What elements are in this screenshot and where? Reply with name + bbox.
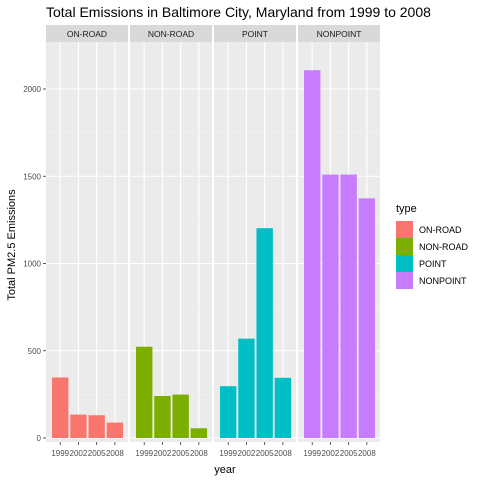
y-tick-label: 1000: [23, 260, 41, 269]
bar-point-2002: [238, 338, 255, 438]
facet-strip-label: POINT: [242, 29, 268, 39]
x-tick-label: 2002: [322, 449, 340, 458]
facet-panel-point: POINT 1999 2002 2005 2008: [214, 25, 296, 458]
legend: type ON-ROAD NON-ROAD POINT NONPOINT: [396, 203, 468, 289]
facet-strip: [298, 25, 380, 42]
bar-non-road-2002: [154, 395, 171, 438]
bar-non-road-2005: [172, 394, 189, 438]
legend-label: NON-ROAD: [419, 242, 468, 252]
facet-strip: [130, 25, 212, 42]
y-tick-label: 2000: [23, 85, 41, 94]
bar-on-road-2005: [88, 415, 105, 438]
y-axis-title: Total PM2.5 Emissions: [6, 189, 18, 301]
legend-swatch-point: [396, 255, 413, 272]
x-tick-label: 2008: [358, 449, 376, 458]
bar-nonpoint-2002: [322, 174, 339, 438]
chart-title: Total Emissions in Baltimore City, Maryl…: [46, 4, 431, 20]
legend-title: type: [396, 203, 417, 215]
bar-nonpoint-2008: [358, 198, 376, 438]
facet-strip-label: NONPOINT: [317, 29, 362, 39]
facet-strip: [214, 25, 296, 42]
y-axis: 0 500 1000 1500 2000: [23, 85, 46, 443]
x-tick-label: 1999: [51, 449, 69, 458]
bar-non-road-1999: [136, 346, 153, 438]
y-tick-label: 1500: [23, 172, 41, 181]
bar-nonpoint-1999: [304, 70, 321, 438]
x-axis-title: year: [214, 464, 236, 476]
x-tick-label: 2005: [340, 449, 358, 458]
x-tick-label: 2002: [154, 449, 172, 458]
bar-on-road-2008: [106, 422, 124, 438]
x-tick-label: 2002: [70, 449, 88, 458]
facet-panel-non-road: NON-ROAD 1999 2002 2005 2008: [130, 25, 212, 458]
legend-label: NONPOINT: [419, 276, 467, 286]
x-tick-label: 2005: [172, 449, 190, 458]
bar-on-road-2002: [70, 414, 87, 438]
bar-point-2008: [274, 377, 292, 438]
legend-swatch-non-road: [396, 238, 413, 255]
x-tick-label: 2005: [88, 449, 106, 458]
y-tick-label: 500: [28, 347, 42, 356]
legend-swatch-on-road: [396, 221, 413, 238]
facet-panel-on-road: ON-ROAD 1999 2002 2005 2008: [46, 25, 128, 458]
legend-label: ON-ROAD: [419, 225, 462, 235]
x-tick-label: 2008: [274, 449, 292, 458]
facet-strip-label: ON-ROAD: [67, 29, 107, 39]
x-tick-label: 2005: [256, 449, 274, 458]
bar-point-1999: [220, 386, 237, 438]
bar-on-road-1999: [52, 377, 69, 438]
facet-panel-nonpoint: NONPOINT 1999 2002 2005 2008: [298, 25, 380, 458]
y-tick-label: 0: [37, 434, 42, 443]
bar-nonpoint-2005: [340, 174, 357, 438]
x-tick-label: 2008: [106, 449, 124, 458]
x-tick-label: 1999: [303, 449, 321, 458]
legend-swatch-nonpoint: [396, 272, 413, 289]
bar-point-2005: [256, 228, 273, 438]
x-tick-label: 1999: [135, 449, 153, 458]
bar-non-road-2008: [190, 428, 208, 438]
x-tick-label: 2002: [238, 449, 256, 458]
x-tick-label: 1999: [219, 449, 237, 458]
x-tick-label: 2008: [190, 449, 208, 458]
legend-label: POINT: [419, 259, 447, 269]
facet-strip-label: NON-ROAD: [148, 29, 194, 39]
facet-strip: [46, 25, 128, 42]
